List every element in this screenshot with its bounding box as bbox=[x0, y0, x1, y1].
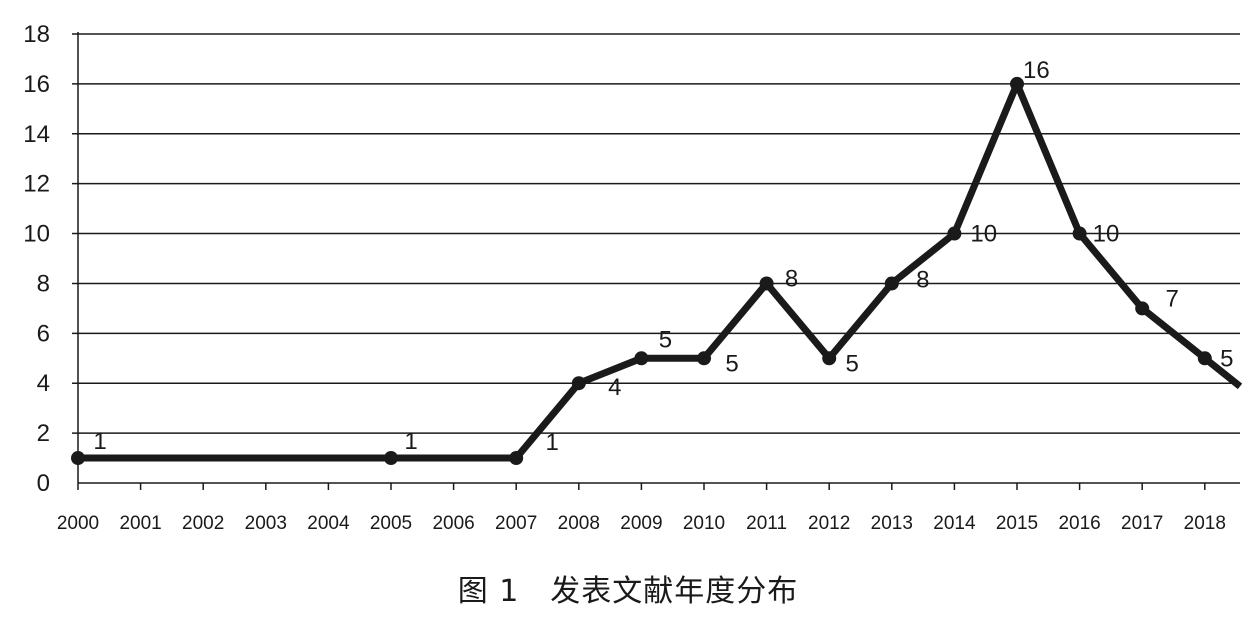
x-tick-label: 2017 bbox=[1121, 513, 1163, 534]
data-label: 7 bbox=[1166, 285, 1179, 312]
data-point bbox=[384, 451, 398, 466]
data-label: 1 bbox=[404, 428, 417, 455]
x-tick-label: 2003 bbox=[245, 513, 287, 534]
data-label: 10 bbox=[970, 221, 997, 248]
data-point bbox=[1010, 76, 1024, 91]
x-tick-label: 2000 bbox=[57, 513, 99, 534]
data-label: 8 bbox=[916, 266, 929, 293]
y-tick-label: 12 bbox=[23, 171, 50, 198]
y-tick-label: 14 bbox=[23, 121, 50, 148]
y-tick-label: 8 bbox=[37, 270, 50, 297]
data-point bbox=[947, 226, 962, 241]
data-point bbox=[571, 376, 586, 391]
x-tick-label: 2012 bbox=[808, 513, 850, 534]
x-tick-label: 2009 bbox=[620, 513, 662, 534]
y-tick-label: 4 bbox=[37, 370, 50, 397]
y-tick-label: 2 bbox=[37, 420, 50, 447]
series-line bbox=[78, 80, 1243, 462]
data-point bbox=[634, 351, 649, 366]
y-tick-label: 6 bbox=[37, 320, 50, 347]
figure-caption: 图 1 发表文献年度分布 bbox=[457, 574, 799, 609]
data-point bbox=[1197, 351, 1212, 366]
data-label: 4 bbox=[608, 374, 621, 401]
x-tick-label: 2007 bbox=[495, 513, 537, 534]
y-tick-label: 16 bbox=[23, 71, 50, 98]
y-tick-label: 18 bbox=[23, 21, 50, 48]
x-tick-label: 2005 bbox=[370, 513, 412, 534]
data-label: 8 bbox=[785, 265, 798, 292]
data-label: 16 bbox=[1023, 57, 1050, 84]
data-label: 5 bbox=[846, 350, 859, 377]
data-point bbox=[759, 276, 774, 291]
data-point bbox=[884, 276, 899, 291]
x-tick-label: 2002 bbox=[182, 513, 224, 534]
x-tick-label: 2011 bbox=[746, 513, 787, 534]
x-tick-label: 2010 bbox=[683, 513, 725, 534]
x-tick-label: 2018 bbox=[1184, 513, 1226, 534]
data-point bbox=[697, 351, 711, 366]
data-label: 1 bbox=[93, 428, 106, 455]
data-label: 5 bbox=[1220, 345, 1233, 372]
y-tick-label: 0 bbox=[37, 470, 50, 497]
data-point bbox=[509, 451, 524, 466]
x-tick-label: 2008 bbox=[558, 513, 600, 534]
x-tick-label: 2015 bbox=[996, 513, 1038, 534]
data-point bbox=[71, 451, 85, 466]
x-tick-label: 2014 bbox=[933, 513, 976, 534]
x-tick-label: 2004 bbox=[307, 513, 350, 534]
data-label: 5 bbox=[659, 326, 672, 353]
data-label: 5 bbox=[725, 350, 738, 377]
data-point bbox=[1135, 301, 1150, 316]
data-point bbox=[822, 351, 837, 366]
data-point bbox=[1072, 226, 1087, 241]
x-tick-label: 2016 bbox=[1058, 513, 1100, 534]
data-label: 1 bbox=[546, 429, 559, 456]
y-tick-label: 10 bbox=[23, 221, 50, 248]
x-tick-label: 2001 bbox=[119, 513, 161, 534]
data-label: 10 bbox=[1093, 221, 1120, 248]
x-tick-label: 2006 bbox=[432, 513, 474, 534]
x-tick-label: 2013 bbox=[871, 513, 913, 534]
